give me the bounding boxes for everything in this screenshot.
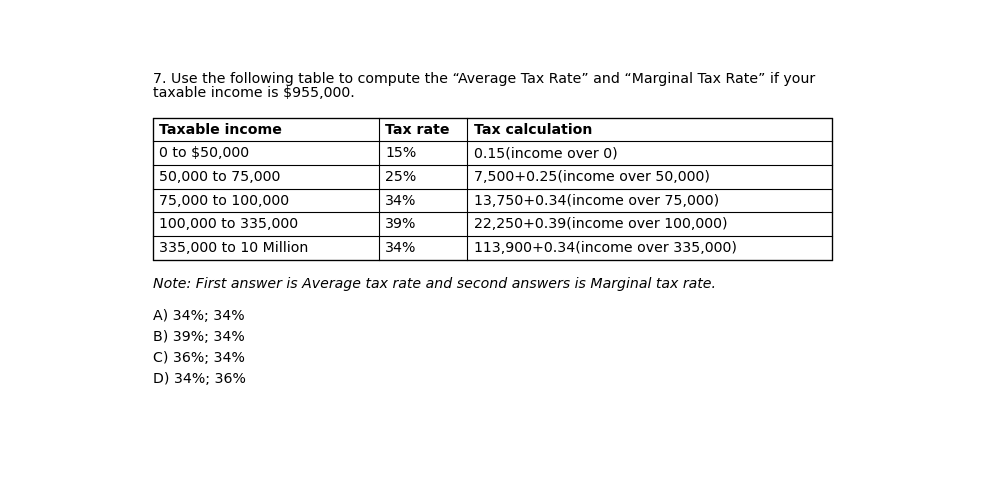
Text: 0 to $50,000: 0 to $50,000 xyxy=(159,146,249,160)
Text: 22,250+0.39(income over 100,000): 22,250+0.39(income over 100,000) xyxy=(473,217,727,231)
Text: A) 34%; 34%: A) 34%; 34% xyxy=(152,309,245,323)
Text: 100,000 to 335,000: 100,000 to 335,000 xyxy=(159,217,298,231)
Text: 7. Use the following table to compute the “Average Tax Rate” and “Marginal Tax R: 7. Use the following table to compute th… xyxy=(152,72,815,86)
Text: 113,900+0.34(income over 335,000): 113,900+0.34(income over 335,000) xyxy=(473,241,737,255)
Text: 75,000 to 100,000: 75,000 to 100,000 xyxy=(159,194,289,208)
Text: 34%: 34% xyxy=(385,241,417,255)
Text: Tax rate: Tax rate xyxy=(385,123,449,137)
Text: C) 36%; 34%: C) 36%; 34% xyxy=(152,351,245,365)
Text: 25%: 25% xyxy=(385,170,417,184)
Text: D) 34%; 36%: D) 34%; 36% xyxy=(152,371,246,386)
Text: 15%: 15% xyxy=(385,146,417,160)
Text: 7,500+0.25(income over 50,000): 7,500+0.25(income over 50,000) xyxy=(473,170,710,184)
Text: B) 39%; 34%: B) 39%; 34% xyxy=(152,330,245,344)
Bar xyxy=(152,118,832,260)
Text: Note: First answer is Average tax rate and second answers is Marginal tax rate.: Note: First answer is Average tax rate a… xyxy=(152,277,716,291)
Text: 34%: 34% xyxy=(385,194,417,208)
Text: 0.15(income over 0): 0.15(income over 0) xyxy=(473,146,617,160)
Text: Taxable income: Taxable income xyxy=(159,123,282,137)
Text: 13,750+0.34(income over 75,000): 13,750+0.34(income over 75,000) xyxy=(473,194,719,208)
Text: 335,000 to 10 Million: 335,000 to 10 Million xyxy=(159,241,309,255)
Text: Tax calculation: Tax calculation xyxy=(473,123,592,137)
Text: taxable income is $955,000.: taxable income is $955,000. xyxy=(152,86,354,100)
Text: 50,000 to 75,000: 50,000 to 75,000 xyxy=(159,170,280,184)
Text: 39%: 39% xyxy=(385,217,417,231)
